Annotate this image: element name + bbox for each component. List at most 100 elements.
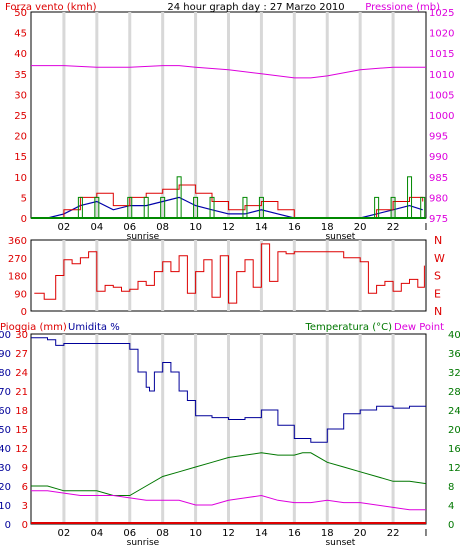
temperature-line	[31, 452, 427, 496]
temp-xtick-label: 16	[288, 528, 301, 539]
temp-xtick-label: 08	[156, 528, 169, 539]
temp-xtick-label: 04	[90, 528, 103, 539]
wind-ytick-label: 30	[14, 90, 27, 101]
wind-ytick-label: 5	[21, 193, 27, 204]
pressure-ytick-label: 1005	[429, 90, 454, 101]
humidity-ytick-label: 90	[0, 349, 11, 360]
sunset-label: sunset	[325, 538, 355, 548]
rain-ytick-label: 3	[22, 501, 28, 512]
pressure-ytick-label: 1020	[429, 29, 454, 40]
wind-ytick-label: 10	[14, 173, 27, 184]
wind-ytick-label: 20	[14, 132, 27, 143]
temperature-ytick-label: 0	[448, 520, 454, 531]
compass-label: W	[434, 252, 445, 265]
temp-xtick-label: 06	[123, 528, 136, 539]
compass-label: N	[434, 234, 442, 247]
wind-xtick-label: 08	[156, 222, 169, 233]
wind-ytick-label: 25	[14, 111, 27, 122]
wind-ytick-label: 0	[21, 214, 27, 225]
wind-xtick-label: 22	[387, 222, 400, 233]
rain-ytick-label: 24	[15, 368, 28, 379]
wind-xtick-label: I	[425, 222, 428, 233]
temperature-ytick-label: 4	[448, 501, 454, 512]
pressure-ytick-label: 980	[429, 193, 448, 204]
wind-ytick-label: 15	[14, 152, 27, 163]
humidity-ytick-label: 50	[0, 425, 11, 436]
rain-ytick-label: 15	[15, 425, 28, 436]
wind-ytick-label: 40	[14, 49, 27, 60]
pressure-ytick-label: 985	[429, 173, 448, 184]
temperature-ytick-label: 40	[448, 330, 460, 341]
temperature-ytick-label: 32	[448, 368, 460, 379]
temp-xtick-label: 18	[321, 528, 334, 539]
rain-axis-label: Pioggia (mm)	[0, 322, 67, 333]
wind-xtick-label: 10	[189, 222, 202, 233]
pressure-ytick-label: 975	[429, 214, 448, 225]
wind-ytick-label: 50	[14, 8, 27, 19]
pressure-axis-label: Pressione (mb)	[365, 2, 440, 13]
rain-ytick-label: 12	[15, 444, 28, 455]
pressure-line	[31, 65, 426, 79]
wind-xtick-label: 04	[90, 222, 103, 233]
rain-ytick-label: 30	[15, 330, 28, 341]
humidity-axis-label: Umidita %	[68, 322, 120, 333]
temperature-axis-label: Temperatura (°C)	[304, 322, 392, 333]
direction-ytick-label: 360	[8, 236, 27, 247]
temp-xtick-label: 12	[222, 528, 235, 539]
pressure-ytick-label: 1000	[429, 111, 454, 122]
temp-xtick-label: I	[425, 528, 428, 539]
direction-ytick-label: 0	[21, 307, 27, 318]
humidity-ytick-label: 30	[0, 463, 11, 474]
sunrise-label: sunrise	[127, 538, 160, 548]
wind-xtick-label: 02	[58, 222, 71, 233]
compass-label: E	[434, 287, 441, 300]
pressure-ytick-label: 1025	[429, 8, 454, 19]
direction-ytick-label: 270	[8, 254, 27, 265]
wind-xtick-label: 18	[321, 222, 334, 233]
dewpoint-axis-label: Dew Point	[394, 322, 444, 333]
temp-xtick-label: 02	[58, 528, 71, 539]
sunrise-label: sunrise	[127, 232, 160, 242]
rain-ytick-label: 21	[15, 387, 28, 398]
temp-xtick-label: 22	[387, 528, 400, 539]
temperature-ytick-label: 8	[448, 482, 454, 493]
direction-ytick-label: 90	[14, 289, 27, 300]
humidity-ytick-label: 40	[0, 444, 11, 455]
pressure-ytick-label: 990	[429, 152, 448, 163]
direction-ytick-label: 180	[8, 272, 27, 283]
rain-ytick-label: 9	[22, 463, 28, 474]
wind-axis-label: Forza vento (kmh)	[5, 2, 97, 13]
sunset-label: sunset	[325, 232, 355, 242]
temperature-ytick-label: 20	[448, 425, 460, 436]
dewpoint-line	[31, 490, 426, 511]
compass-label: S	[434, 270, 441, 283]
humidity-ytick-label: 100	[0, 330, 11, 341]
temperature-ytick-label: 24	[448, 406, 460, 417]
temperature-ytick-label: 16	[448, 444, 460, 455]
chart-title: 24 hour graph day : 27 Marzo 2010	[167, 2, 344, 13]
humidity-ytick-label: 80	[0, 368, 11, 379]
humidity-ytick-label: 70	[0, 387, 11, 398]
wind-xtick-label: 12	[222, 222, 235, 233]
humidity-ytick-label: 20	[0, 482, 11, 493]
wind-xtick-label: 06	[123, 222, 136, 233]
rain-ytick-label: 0	[22, 520, 28, 531]
wind-ytick-label: 35	[14, 70, 27, 81]
temperature-ytick-label: 12	[448, 463, 460, 474]
temp-xtick-label: 14	[255, 528, 268, 539]
humidity-line	[31, 337, 426, 443]
temp-xtick-label: 20	[354, 528, 367, 539]
wind-xtick-label: 20	[354, 222, 367, 233]
temp-xtick-label: 10	[189, 528, 202, 539]
wind-direction-line	[34, 243, 425, 304]
wind-xtick-label: 14	[255, 222, 268, 233]
humidity-ytick-label: 60	[0, 406, 11, 417]
temperature-ytick-label: 36	[448, 349, 460, 360]
rain-ytick-label: 27	[15, 349, 28, 360]
humidity-ytick-label: 10	[0, 501, 11, 512]
pressure-ytick-label: 1010	[429, 70, 454, 81]
wind-xtick-label: 16	[288, 222, 301, 233]
rain-ytick-label: 18	[15, 406, 28, 417]
